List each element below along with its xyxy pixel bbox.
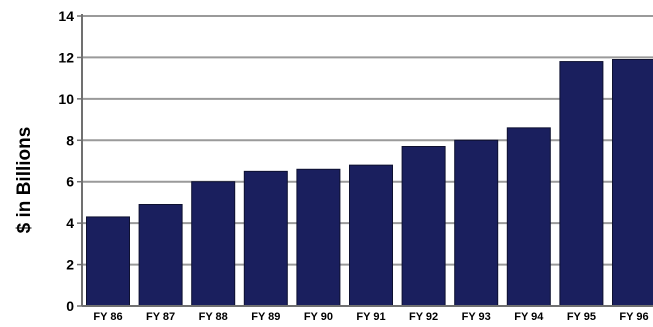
x-tick-label-fy-88: FY 88 [199, 311, 228, 322]
x-tick-label-fy-86: FY 86 [93, 311, 122, 322]
bar-fy-91 [350, 165, 393, 306]
bar-fy-89 [244, 171, 287, 306]
x-tick-label-fy-89: FY 89 [251, 311, 280, 322]
x-tick-label-fy-94: FY 94 [514, 311, 544, 322]
y-tick-label-10: 10 [58, 91, 74, 107]
bar-fy-88 [192, 182, 235, 306]
bar-fy-93 [455, 140, 498, 306]
x-tick-label-fy-87: FY 87 [146, 311, 175, 322]
y-tick-label-0: 0 [66, 298, 74, 314]
bar-fy-92 [402, 147, 445, 307]
x-tick-labels: FY 86 FY 87 FY 88 FY 89 FY 90 FY 91 FY 92 FY 93… [93, 311, 648, 322]
x-tick-label-fy-91: FY 91 [356, 311, 385, 322]
bar-fy-96 [613, 60, 653, 307]
bars [87, 60, 653, 307]
x-tick-label-fy-95: FY 95 [567, 311, 596, 322]
y-tick-label-8: 8 [66, 132, 74, 148]
y-tick-labels: 0 2 4 6 8 10 12 14 [58, 8, 74, 314]
x-tick-label-fy-93: FY 93 [462, 311, 491, 322]
y-tick-label-14: 14 [58, 8, 74, 24]
y-axis-label: $ in Billions [14, 127, 35, 234]
y-tick-label-12: 12 [58, 49, 74, 65]
y-tick-label-6: 6 [66, 174, 74, 190]
bar-fy-95 [560, 62, 603, 306]
x-tick-label-fy-92: FY 92 [409, 311, 438, 322]
bar-fy-90 [297, 169, 340, 306]
x-tick-label-fy-96: FY 96 [619, 311, 648, 322]
bar-fy-94 [507, 128, 550, 306]
y-tick-label-4: 4 [66, 215, 74, 231]
y-tick-label-2: 2 [66, 257, 74, 273]
x-tick-label-fy-90: FY 90 [304, 311, 333, 322]
bar-fy-87 [139, 205, 182, 307]
bar-fy-86 [87, 217, 130, 306]
